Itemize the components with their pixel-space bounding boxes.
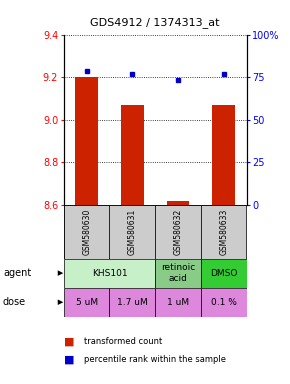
Bar	[64, 288, 110, 317]
Text: transformed count: transformed count	[84, 337, 162, 346]
Text: 1.7 uM: 1.7 uM	[117, 298, 148, 307]
Text: ■: ■	[64, 337, 74, 347]
Text: 0.1 %: 0.1 %	[211, 298, 237, 307]
Text: KHS101: KHS101	[92, 269, 127, 278]
Bar	[166, 200, 189, 205]
Text: GSM580633: GSM580633	[219, 209, 228, 255]
Text: GSM580631: GSM580631	[128, 209, 137, 255]
Text: GDS4912 / 1374313_at: GDS4912 / 1374313_at	[90, 17, 220, 28]
Text: GSM580632: GSM580632	[173, 209, 182, 255]
Text: retinoic
acid: retinoic acid	[161, 263, 195, 283]
Bar	[155, 205, 201, 258]
Bar	[110, 205, 155, 258]
Bar	[201, 258, 246, 288]
Bar	[121, 105, 144, 205]
Text: GSM580630: GSM580630	[82, 209, 91, 255]
Text: dose: dose	[3, 297, 26, 307]
Bar	[155, 288, 201, 317]
Text: 5 uM: 5 uM	[76, 298, 98, 307]
Bar	[155, 258, 201, 288]
Bar	[64, 205, 110, 258]
Bar	[110, 288, 155, 317]
Bar	[75, 77, 98, 205]
Bar	[201, 288, 246, 317]
Text: ■: ■	[64, 355, 74, 365]
Bar	[201, 205, 246, 258]
Text: percentile rank within the sample: percentile rank within the sample	[84, 355, 226, 364]
Text: agent: agent	[3, 268, 31, 278]
Text: DMSO: DMSO	[210, 269, 237, 278]
Bar	[64, 258, 155, 288]
Bar	[212, 105, 235, 205]
Text: 1 uM: 1 uM	[167, 298, 189, 307]
